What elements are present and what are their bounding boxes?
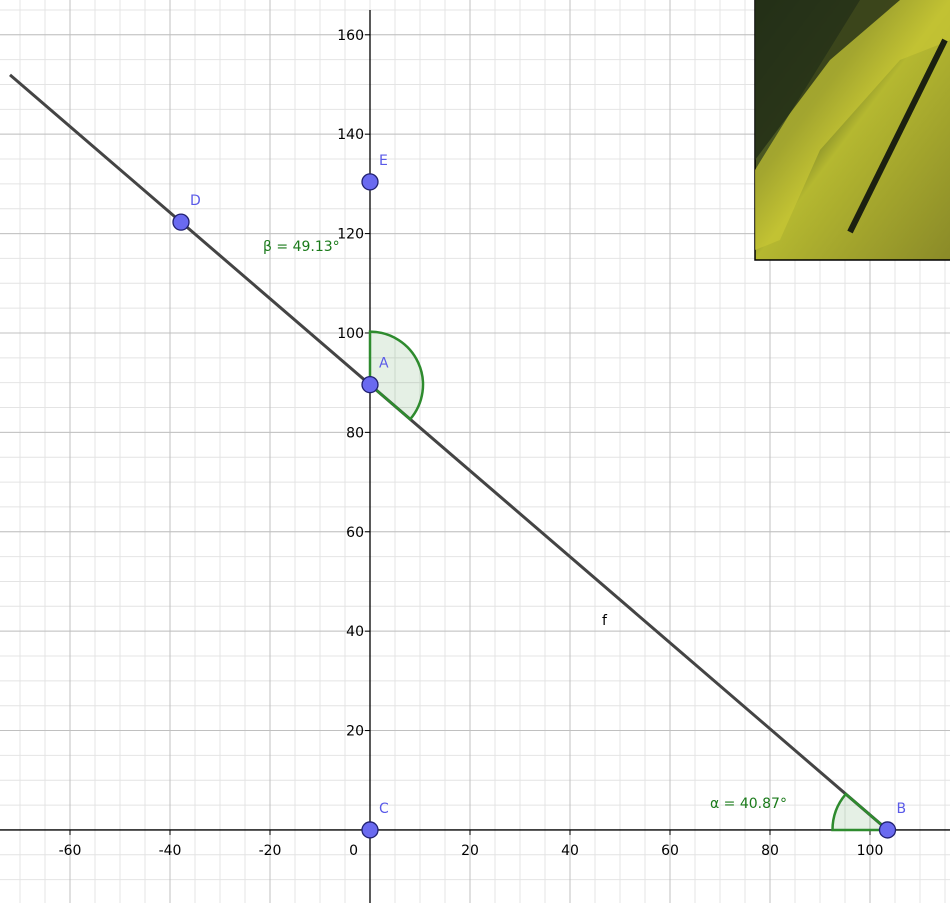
y-tick-label: 120 [337,227,364,243]
x-tick-label: -40 [159,843,182,859]
y-tick-label: 20 [346,724,364,740]
point-label: E [379,153,388,169]
point-label: A [379,356,389,372]
point-label: C [379,801,389,817]
angle-beta [370,332,423,420]
y-tick-label: 100 [337,326,364,342]
point [362,377,378,393]
x-tick-label: 100 [857,843,884,859]
x-tick-label: 60 [661,843,679,859]
line-label: f [602,613,608,629]
point [362,174,378,190]
x-tick-label: 40 [561,843,579,859]
y-tick-label: 40 [346,624,364,640]
x-tick-label: 20 [461,843,479,859]
x-tick-label: 0 [349,843,358,859]
photo-inset [755,0,950,260]
angle-label: α = 40.87° [710,796,787,812]
x-tick-label: -20 [259,843,282,859]
y-tick-label: 140 [337,127,364,143]
y-tick-label: 60 [346,525,364,541]
point [173,214,189,230]
point-label: B [897,801,907,817]
angle-alpha [833,794,888,830]
x-tick-label: 80 [761,843,779,859]
page: -60 -40 -20 0 20 40 60 80 100 20 40 60 80 100 120 140 16… [0,0,950,903]
angle-label: β = 49.13° [263,239,340,255]
point [880,822,896,838]
y-tick-label: 80 [346,425,364,441]
graphics-view: -60 -40 -20 0 20 40 60 80 100 20 40 60 80 100 120 140 16… [0,0,950,903]
x-tick-label: -60 [59,843,82,859]
point-label: D [190,193,201,209]
point [362,822,378,838]
y-tick-label: 160 [337,28,364,44]
